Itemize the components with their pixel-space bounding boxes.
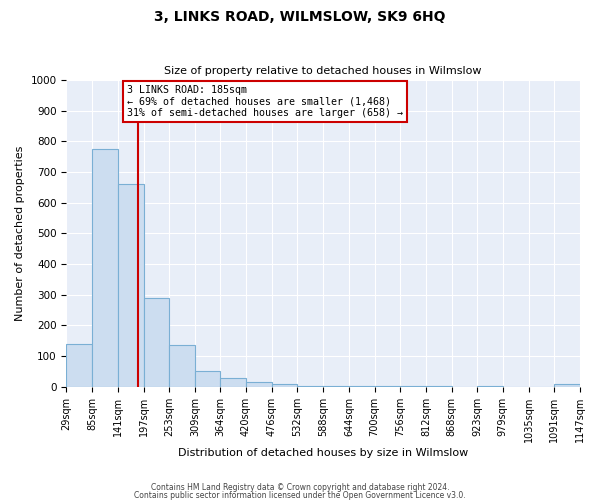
Bar — [118, 184, 143, 387]
Bar — [169, 346, 195, 387]
Bar — [220, 378, 246, 387]
Bar — [323, 386, 349, 387]
Bar — [298, 386, 323, 387]
Title: Size of property relative to detached houses in Wilmslow: Size of property relative to detached ho… — [164, 66, 482, 76]
Bar — [554, 384, 580, 387]
X-axis label: Distribution of detached houses by size in Wilmslow: Distribution of detached houses by size … — [178, 448, 469, 458]
Bar — [374, 386, 400, 387]
Bar — [246, 382, 272, 387]
Y-axis label: Number of detached properties: Number of detached properties — [15, 146, 25, 321]
Text: Contains HM Land Registry data © Crown copyright and database right 2024.: Contains HM Land Registry data © Crown c… — [151, 484, 449, 492]
Bar — [426, 386, 452, 387]
Bar — [400, 386, 426, 387]
Bar — [143, 298, 169, 387]
Text: Contains public sector information licensed under the Open Government Licence v3: Contains public sector information licen… — [134, 490, 466, 500]
Bar — [349, 386, 374, 387]
Text: 3 LINKS ROAD: 185sqm
← 69% of detached houses are smaller (1,468)
31% of semi-de: 3 LINKS ROAD: 185sqm ← 69% of detached h… — [127, 84, 403, 118]
Bar — [477, 386, 503, 387]
Bar — [67, 344, 92, 387]
Bar — [195, 371, 220, 387]
Text: 3, LINKS ROAD, WILMSLOW, SK9 6HQ: 3, LINKS ROAD, WILMSLOW, SK9 6HQ — [154, 10, 446, 24]
Bar — [92, 149, 118, 387]
Bar — [272, 384, 298, 387]
